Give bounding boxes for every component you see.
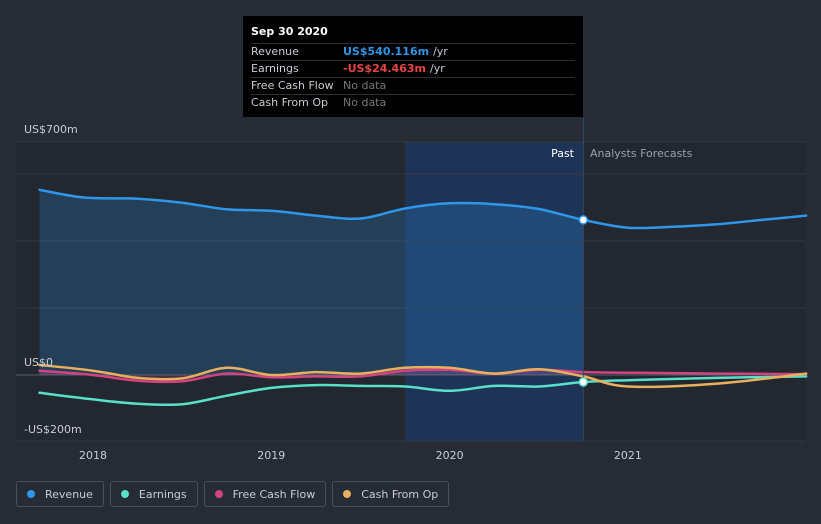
legend-label: Earnings: [138, 487, 187, 501]
y-axis-labels: US$700m US$0 -US$200m: [24, 123, 82, 436]
x-tick-label: 2020: [436, 449, 464, 462]
tooltip-unit: /yr: [433, 45, 448, 58]
tooltip-row-earnings: Earnings -US$24.463m /yr: [251, 60, 575, 77]
y-tick-label: -US$200m: [24, 423, 82, 436]
tooltip-value: No data: [343, 96, 387, 109]
legend: Revenue Earnings Free Cash Flow Cash Fro…: [16, 481, 450, 507]
revenue-line: [38, 188, 808, 230]
free-cash-flow-dot-icon: [214, 490, 223, 498]
tooltip-label: Revenue: [251, 45, 299, 58]
revenue-dot-icon: [27, 490, 35, 498]
series-lines: [38, 188, 808, 407]
tooltip-row-cash-from-op: Cash From Op No data: [251, 94, 575, 111]
earnings-marker: [578, 377, 589, 387]
x-tick-label: 2021: [614, 449, 642, 462]
revenue-marker: [578, 215, 589, 225]
forecast-label: Analysts Forecasts: [590, 147, 693, 160]
tooltip-value: No data: [343, 79, 387, 92]
legend-item-earnings[interactable]: Earnings: [109, 481, 198, 507]
legend-item-cash-from-op[interactable]: Cash From Op: [332, 481, 450, 507]
x-tick-label: 2019: [257, 449, 285, 462]
tooltip-label: Earnings: [251, 62, 299, 75]
gridlines: [16, 141, 805, 442]
hover-markers: [578, 215, 589, 387]
y-tick-label: US$700m: [24, 123, 78, 136]
tooltip-row-revenue: Revenue US$540.116m /yr: [251, 43, 575, 60]
fcf-line: [38, 368, 808, 384]
series-areas: [39, 189, 584, 382]
cfo-line: [38, 363, 808, 389]
past-highlight-band: [405, 142, 584, 441]
tooltip-value: -US$24.463m: [343, 62, 426, 75]
cash-from-op-dot-icon: [343, 490, 352, 498]
tooltip: Sep 30 2020 Revenue US$540.116m /yr Earn…: [243, 16, 583, 117]
tooltip-row-free-cash-flow: Free Cash Flow No data: [251, 77, 575, 94]
y-tick-label: US$0: [24, 356, 53, 369]
tooltip-label: Cash From Op: [251, 96, 329, 109]
legend-label: Revenue: [45, 487, 93, 501]
tooltip-date: Sep 30 2020: [251, 25, 328, 38]
earnings-line: [38, 375, 808, 407]
tooltip-unit: /yr: [429, 62, 445, 75]
x-tick-label: 2018: [79, 449, 107, 462]
past-label: Past: [551, 147, 575, 160]
revenue-area: [39, 189, 584, 375]
legend-item-revenue[interactable]: Revenue: [16, 481, 104, 507]
legend-label: Free Cash Flow: [232, 487, 316, 501]
legend-item-free-cash-flow[interactable]: Free Cash Flow: [203, 481, 327, 507]
legend-label: Cash From Op: [361, 487, 439, 501]
tooltip-value: US$540.116m: [343, 45, 430, 58]
tooltip-label: Free Cash Flow: [251, 79, 334, 92]
x-axis-labels: 2018 2019 2020 2021: [79, 449, 642, 462]
earnings-dot-icon: [120, 490, 129, 498]
